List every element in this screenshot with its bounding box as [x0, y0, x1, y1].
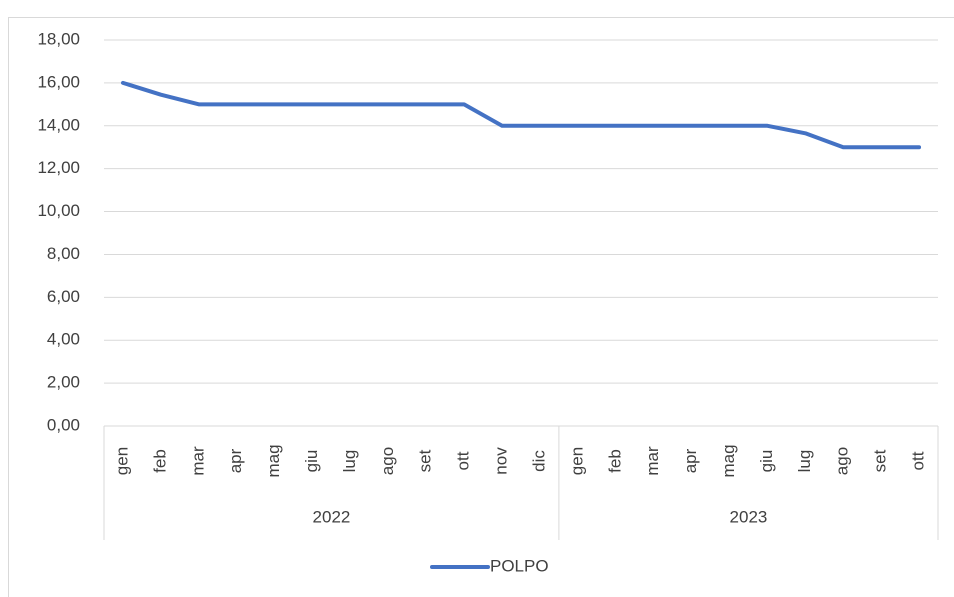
x-tick-label: feb [150, 449, 169, 473]
x-tick-label: mar [188, 446, 207, 476]
y-tick-label: 8,00 [47, 244, 80, 263]
group-label: 2022 [313, 507, 351, 526]
y-tick-label: 4,00 [47, 330, 80, 349]
y-tick-label: 18,00 [37, 29, 80, 48]
x-tick-label: ago [378, 447, 397, 475]
x-tick-label: dic [529, 450, 548, 472]
x-tick-label: mar [643, 446, 662, 476]
y-tick-label: 6,00 [47, 287, 80, 306]
x-tick-label: giu [757, 450, 776, 473]
x-tick-label: ott [454, 451, 473, 470]
group-label: 2023 [730, 507, 768, 526]
x-tick-label: gen [112, 447, 131, 475]
x-tick-label: ott [909, 451, 928, 470]
x-tick-label: mag [719, 444, 738, 477]
y-tick-label: 0,00 [47, 415, 80, 434]
y-tick-label: 12,00 [37, 158, 80, 177]
x-tick-label: ago [833, 447, 852, 475]
x-tick-label: giu [302, 450, 321, 473]
y-tick-label: 10,00 [37, 201, 80, 220]
y-tick-label: 14,00 [37, 115, 80, 134]
x-tick-label: set [416, 449, 435, 472]
y-tick-label: 2,00 [47, 373, 80, 392]
x-tick-label: mag [264, 444, 283, 477]
x-tick-label: feb [605, 449, 624, 473]
x-tick-label: nov [492, 447, 511, 475]
y-tick-label: 16,00 [37, 72, 80, 91]
x-tick-label: lug [340, 450, 359, 473]
x-tick-label: apr [226, 448, 245, 473]
x-tick-label: lug [795, 450, 814, 473]
x-tick-label: gen [567, 447, 586, 475]
chart-border [8, 17, 954, 597]
legend-label: POLPO [490, 556, 549, 575]
x-tick-label: apr [681, 448, 700, 473]
x-tick-label: set [871, 449, 890, 472]
line-series [120, 80, 922, 150]
